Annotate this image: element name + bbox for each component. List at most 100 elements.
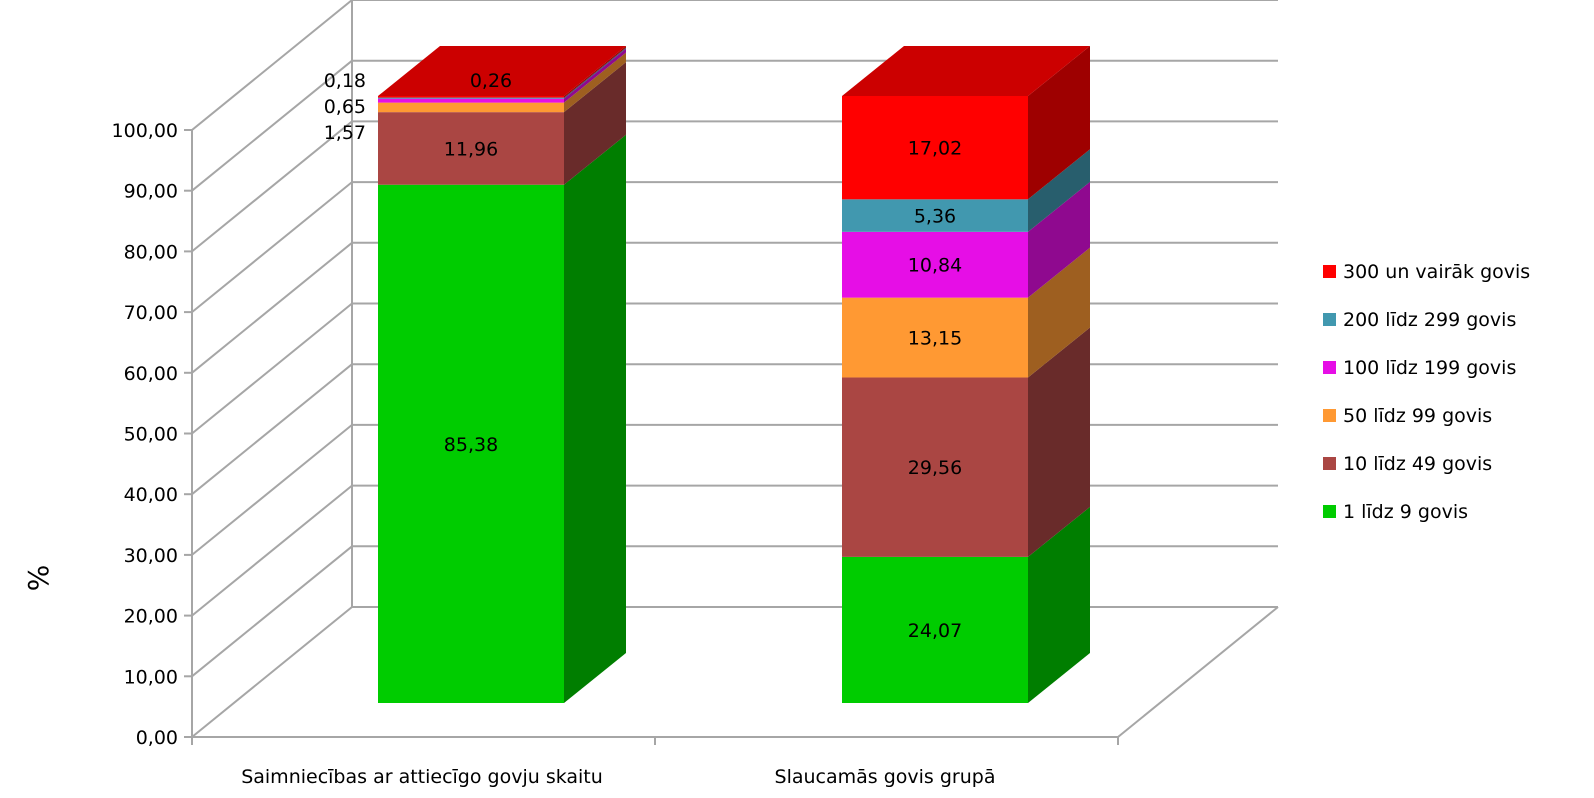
- y-tick-label: 70,00: [124, 302, 178, 324]
- bar-front-face: [378, 112, 564, 185]
- bar-segment: [378, 52, 626, 113]
- y-tick-label: 40,00: [124, 484, 178, 506]
- data-label: 29,56: [908, 457, 962, 479]
- data-label: 1,57: [324, 122, 366, 144]
- legend-item: 300 un vairāk govis: [1323, 261, 1530, 283]
- grid-diagonal: [191, 181, 353, 313]
- y-tick-label: 0,00: [136, 727, 178, 749]
- legend-label: 10 līdz 49 govis: [1343, 453, 1492, 475]
- grid-diagonal: [191, 120, 353, 253]
- y-tick-label: 20,00: [124, 606, 178, 628]
- x-category-label: Saimniecības ar attiecīgo govju skaitu: [241, 766, 603, 788]
- legend-item: 1 līdz 9 govis: [1323, 501, 1468, 523]
- legend-label: 50 līdz 99 govis: [1343, 405, 1492, 427]
- bar-front-face: [378, 96, 564, 98]
- grid-diagonal: [191, 242, 353, 374]
- bar-segment: [378, 48, 626, 103]
- bar-front-face: [378, 102, 564, 113]
- y-tick-label: 10,00: [124, 666, 178, 688]
- legend-swatch: [1323, 409, 1336, 422]
- grid-diagonal: [191, 484, 353, 617]
- bar-segment: [842, 247, 1090, 378]
- bar-front-face: [378, 184, 564, 703]
- y-tick-label: 50,00: [124, 424, 178, 446]
- bar-front-face: [378, 98, 564, 103]
- data-label: 0,65: [324, 96, 366, 118]
- bar-segment: [842, 149, 1090, 232]
- bar-side-face: [1028, 149, 1090, 232]
- data-label: 10,84: [908, 255, 962, 277]
- legend-swatch: [1323, 361, 1336, 374]
- y-axis-label: %: [22, 565, 55, 592]
- bar-segment: [378, 46, 626, 98]
- bar-front-face: [842, 96, 1028, 200]
- grid-diagonal: [191, 363, 353, 495]
- data-label: 24,07: [908, 620, 962, 642]
- bar-side-face: [564, 46, 626, 98]
- data-label: 5,36: [914, 206, 956, 228]
- data-label: 0,18: [324, 70, 366, 92]
- legend-item: 200 līdz 299 govis: [1323, 309, 1516, 331]
- bar-segment: [842, 46, 1090, 200]
- bar-stack: 85,38 11,96 1,57 0,65 0,18 0,26: [324, 46, 626, 703]
- bar-side-face: [564, 47, 626, 99]
- bar-front-face: [378, 97, 564, 99]
- legend-label: 1 līdz 9 govis: [1343, 501, 1468, 523]
- bar-front-face: [842, 199, 1028, 232]
- bar-side-face: [564, 48, 626, 103]
- bar-segment: [842, 327, 1090, 557]
- legend-label: 100 līdz 199 govis: [1343, 357, 1516, 379]
- x-axis-category-labels: Saimniecības ar attiecīgo govju skaitu Sl…: [241, 766, 995, 788]
- bar-front-face: [842, 231, 1028, 298]
- legend-item: 50 līdz 99 govis: [1323, 405, 1492, 427]
- bar-segment: [842, 506, 1090, 703]
- grid-diagonal: [191, 0, 353, 131]
- bar-front-face: [842, 377, 1028, 557]
- bar-top-face: [378, 46, 626, 96]
- grid-diagonal: [191, 424, 353, 556]
- y-tick-label: 30,00: [124, 545, 178, 567]
- legend-swatch: [1323, 505, 1336, 518]
- bar-side-face: [564, 62, 626, 185]
- data-label: 0,26: [470, 70, 512, 92]
- bar-stack: 24,07 29,56 13,15 10,84 5,36 17,02: [842, 46, 1090, 703]
- y-tick-label: 60,00: [124, 363, 178, 385]
- grid-diagonal: [191, 606, 353, 738]
- bar-segment: [378, 47, 626, 99]
- bar-side-face: [1028, 46, 1090, 200]
- grid-diagonal: [191, 545, 353, 678]
- bar-side-face: [1028, 327, 1090, 557]
- y-axis-ticks: 0,00 10,00 20,00 30,00 40,00 50,00 60,00 70,00 8…: [112, 120, 178, 749]
- legend-item: 10 līdz 49 govis: [1323, 453, 1492, 475]
- bar-side-face: [1028, 247, 1090, 378]
- legend-label: 300 un vairāk govis: [1343, 261, 1530, 283]
- bar-side-face: [1028, 181, 1090, 298]
- x-category-label: Slaucamās govis grupā: [775, 766, 996, 788]
- y-tick-label: 80,00: [124, 241, 178, 263]
- y-tick-label: 100,00: [112, 120, 178, 142]
- data-label: 17,02: [908, 138, 962, 160]
- bar-side-face: [564, 134, 626, 703]
- bar-top-face: [842, 46, 1090, 96]
- y-tick-label: 90,00: [124, 181, 178, 203]
- bar-segment: [842, 181, 1090, 298]
- data-label: 85,38: [444, 434, 498, 456]
- floor-right-edge: [1117, 606, 1279, 738]
- data-label: 13,15: [908, 328, 962, 350]
- legend-label: 200 līdz 299 govis: [1343, 309, 1516, 331]
- grid-diagonal: [191, 302, 353, 435]
- grid-diagonal: [191, 59, 353, 192]
- bar-stacks: 85,38 11,96 1,57 0,65 0,18 0,26 24,07 29,56 13,1…: [324, 46, 1090, 703]
- legend: 300 un vairāk govis 200 līdz 299 govis 100…: [1323, 261, 1530, 523]
- legend-item: 100 līdz 199 govis: [1323, 357, 1516, 379]
- legend-swatch: [1323, 265, 1336, 278]
- data-label: 11,96: [444, 138, 498, 160]
- bar-side-face: [1028, 506, 1090, 703]
- legend-swatch: [1323, 313, 1336, 326]
- bar-side-face: [564, 52, 626, 113]
- bar-segment: [378, 62, 626, 185]
- bar-front-face: [842, 556, 1028, 703]
- bar-segment: [378, 134, 626, 703]
- legend-swatch: [1323, 457, 1336, 470]
